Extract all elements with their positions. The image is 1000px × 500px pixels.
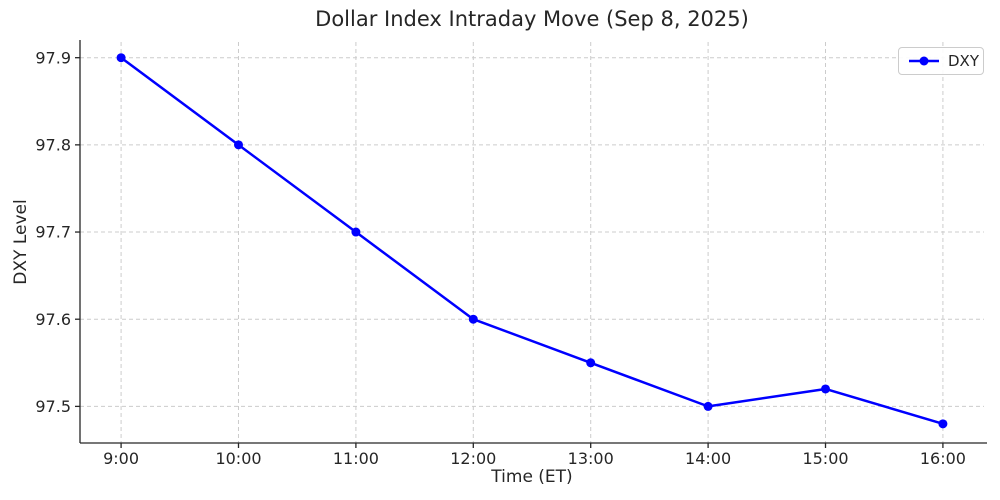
data-point-marker [351, 227, 361, 237]
data-point-marker [233, 140, 243, 150]
x-tick-label: 13:00 [568, 449, 614, 468]
legend-line-marker-icon [909, 56, 939, 66]
data-point-marker [821, 384, 831, 394]
x-tick-label: 14:00 [685, 449, 731, 468]
dxy-line-series [119, 56, 945, 426]
y-tick-label: 97.7 [35, 223, 71, 242]
y-tick-label: 97.5 [35, 397, 71, 416]
y-tick-label: 97.8 [35, 135, 71, 154]
data-point-marker [586, 358, 596, 368]
legend-label-dxy: DXY [948, 52, 979, 70]
data-point-marker [116, 53, 126, 63]
y-axis-label: DXY Level [11, 199, 31, 285]
x-tick-label: 10:00 [215, 449, 261, 468]
x-tick-label: 12:00 [450, 449, 496, 468]
data-point-marker [938, 419, 948, 429]
x-tick-label: 11:00 [333, 449, 379, 468]
x-tick-label: 15:00 [802, 449, 848, 468]
chart-title: Dollar Index Intraday Move (Sep 8, 2025) [315, 7, 749, 31]
y-tick-label: 97.6 [35, 310, 71, 329]
legend: DXY [898, 47, 984, 75]
x-tick-label: 16:00 [920, 449, 966, 468]
legend-marker-dot [919, 56, 929, 66]
x-tick-label: 9:00 [103, 449, 139, 468]
y-tick-label: 97.9 [35, 48, 71, 67]
x-axis-label: Time (ET) [491, 467, 573, 487]
data-point-marker [703, 401, 713, 411]
data-point-marker [468, 314, 478, 324]
